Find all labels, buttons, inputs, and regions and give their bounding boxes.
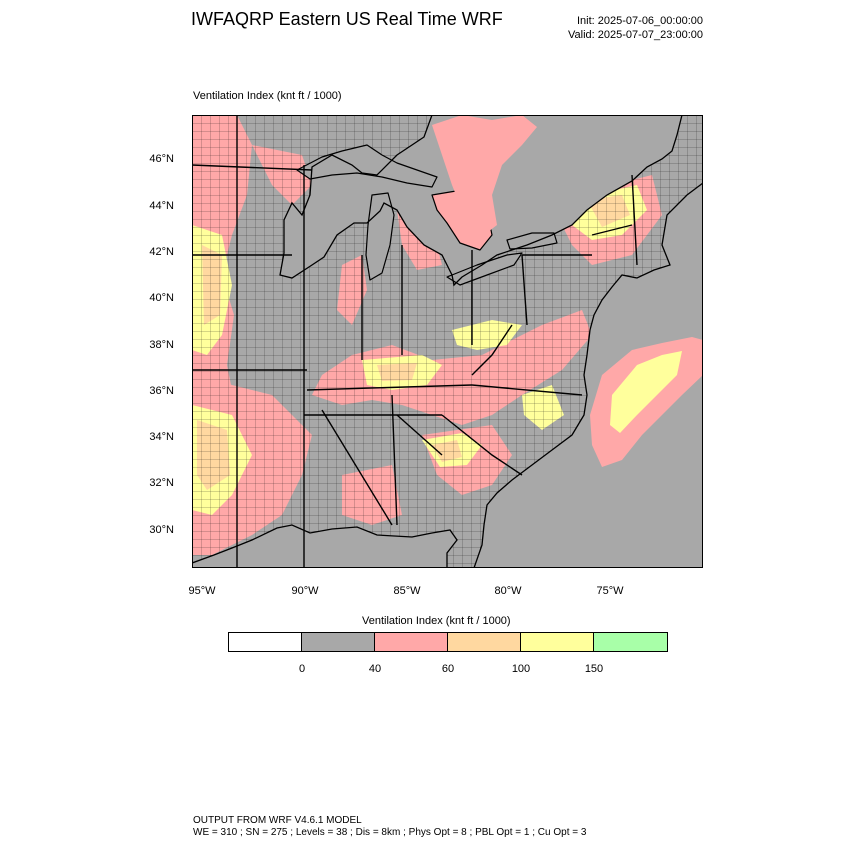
legend-box-60-100 [448, 633, 521, 651]
canada-pink-areas [432, 115, 537, 235]
model-version: OUTPUT FROM WRF V4.6.1 MODEL [193, 815, 362, 826]
great-lakes [296, 144, 558, 286]
state-borders [192, 115, 638, 568]
offshore-ventilation [590, 337, 703, 467]
lon-label-80: 80°W [494, 585, 522, 597]
field-label: Ventilation Index (knt ft / 1000) [193, 90, 342, 102]
lat-label-44: 44°N [149, 200, 174, 212]
lat-label-38: 38°N [149, 339, 174, 351]
legend-label-40: 40 [368, 663, 382, 675]
lat-label-40: 40°N [149, 292, 174, 304]
lon-label-90: 90°W [291, 585, 319, 597]
legend-label-0: 0 [298, 663, 306, 675]
map-frame [192, 115, 703, 568]
color-legend [228, 632, 668, 652]
legend-box-100-150 [521, 633, 594, 651]
legend-label-150: 150 [584, 663, 604, 675]
lake-ontario [506, 232, 558, 250]
init-time: Init: 2025-07-06_00:00:00 [577, 15, 703, 27]
lat-label-46: 46°N [149, 153, 174, 165]
lat-label-42: 42°N [149, 246, 174, 258]
run-info: Init: 2025-07-06_00:00:00 Valid: 2025-07… [568, 14, 703, 42]
legend-label-60: 60 [441, 663, 455, 675]
lake-michigan [365, 192, 395, 281]
lon-label-95: 95°W [188, 585, 216, 597]
lon-label-85: 85°W [393, 585, 421, 597]
legend-box-below-0 [229, 633, 302, 651]
legend-label-100: 100 [511, 663, 531, 675]
legend-box-above-150 [594, 633, 667, 651]
lon-label-75: 75°W [596, 585, 624, 597]
valid-time: Valid: 2025-07-07_23:00:00 [568, 29, 703, 41]
model-info-footer: OUTPUT FROM WRF V4.6.1 MODEL WE = 310 ; … [193, 815, 586, 839]
ventilation-index-map [192, 115, 703, 568]
model-config: WE = 310 ; SN = 275 ; Levels = 38 ; Dis … [193, 827, 587, 838]
lat-label-32: 32°N [149, 477, 174, 489]
lat-label-34: 34°N [149, 431, 174, 443]
legend-box-40-60 [375, 633, 448, 651]
legend-title: Ventilation Index (knt ft / 1000) [362, 615, 511, 627]
lat-label-36: 36°N [149, 385, 174, 397]
map-title: IWFAQRP Eastern US Real Time WRF [191, 9, 503, 29]
legend-box-0-40 [302, 633, 375, 651]
lake-erie [446, 252, 523, 286]
lat-label-30: 30°N [149, 524, 174, 536]
